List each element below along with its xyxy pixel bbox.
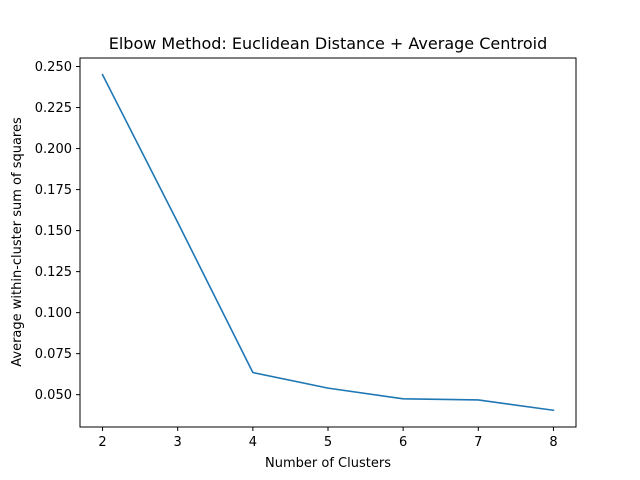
x-tick-label: 3 xyxy=(174,435,182,450)
y-tick-label: 0.125 xyxy=(35,265,72,280)
y-axis-label: Average within-cluster sum of squares xyxy=(10,117,25,367)
y-tick-label: 0.225 xyxy=(35,101,72,116)
x-axis-ticks: 2 3 4 5 6 7 8 xyxy=(98,427,558,450)
chart-title: Elbow Method: Euclidean Distance + Avera… xyxy=(109,34,548,53)
y-tick-label: 0.150 xyxy=(35,224,72,239)
y-tick-label: 0.200 xyxy=(35,142,72,157)
series-group xyxy=(101,73,555,412)
y-tick-label: 0.075 xyxy=(35,347,72,362)
x-tick-label: 4 xyxy=(249,435,257,450)
series-line xyxy=(101,73,555,412)
y-tick-label: 0.050 xyxy=(35,388,72,403)
y-axis-ticks: 0.050 0.075 0.100 0.125 0.150 0.175 0.200 0.225… xyxy=(35,60,80,403)
y-tick-label: 0.100 xyxy=(35,306,72,321)
x-tick-label: 6 xyxy=(399,435,407,450)
x-tick-label: 5 xyxy=(324,435,332,450)
y-tick-label: 0.250 xyxy=(35,60,72,75)
x-tick-label: 7 xyxy=(474,435,482,450)
y-tick-label: 0.175 xyxy=(35,183,72,198)
x-axis-label: Number of Clusters xyxy=(265,456,391,471)
x-tick-label: 2 xyxy=(98,435,106,450)
x-tick-label: 8 xyxy=(549,435,557,450)
